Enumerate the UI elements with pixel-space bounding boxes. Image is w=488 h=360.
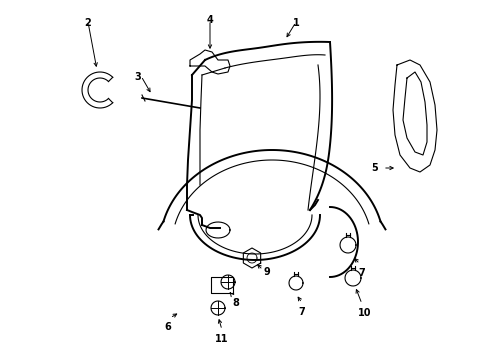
Text: 6: 6 <box>164 322 171 332</box>
Text: 5: 5 <box>370 163 377 173</box>
Text: 9: 9 <box>264 267 270 277</box>
Text: 10: 10 <box>358 308 371 318</box>
Text: 3: 3 <box>134 72 141 82</box>
Text: 7: 7 <box>298 307 305 317</box>
Text: 11: 11 <box>215 334 228 344</box>
Text: 7: 7 <box>358 268 365 278</box>
Text: 2: 2 <box>84 18 91 28</box>
Text: 8: 8 <box>231 298 238 308</box>
Text: 1: 1 <box>292 18 299 28</box>
Text: 4: 4 <box>206 15 213 25</box>
